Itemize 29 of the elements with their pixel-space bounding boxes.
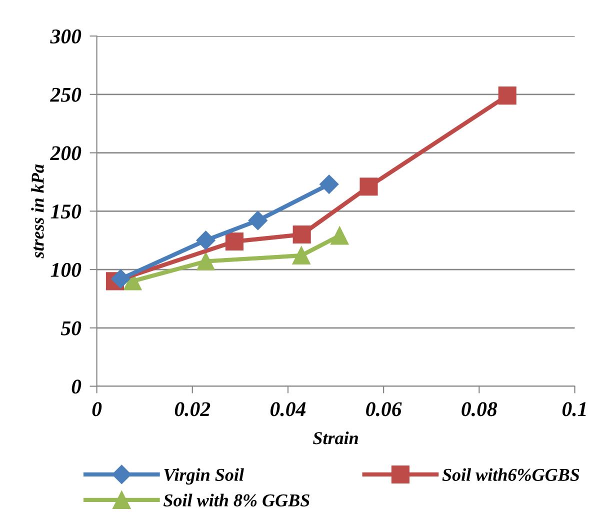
- point: [360, 178, 378, 196]
- legend-label: Virgin Soil: [164, 468, 244, 485]
- point: [320, 174, 339, 194]
- y-tick-label: 50: [60, 321, 82, 336]
- x-axis-title: Strain: [313, 432, 358, 444]
- point: [498, 86, 516, 105]
- x-tick-label: 0.02: [174, 402, 210, 416]
- y-tick-label: 200: [50, 146, 82, 160]
- x-tick-label: 0.06: [366, 402, 402, 416]
- point: [248, 210, 268, 230]
- y-axis-title: stress in kPa: [31, 164, 44, 258]
- point: [225, 232, 244, 251]
- y-tick-label: 250: [50, 88, 82, 102]
- y-tick-label: 300: [50, 29, 82, 44]
- y-tick-label: 150: [50, 204, 82, 219]
- x-tick-label: 0.04: [270, 402, 306, 416]
- point: [292, 246, 310, 265]
- x-tick-label: 0: [92, 402, 102, 416]
- point: [292, 225, 311, 244]
- legend-label: Soil with 8% GGBS: [164, 494, 310, 507]
- point: [330, 226, 349, 245]
- point: [111, 269, 130, 288]
- x-tick-label: 0.1: [562, 402, 586, 416]
- y-tick-label: 0: [72, 380, 82, 394]
- legend-label: Soil with6%GGBS: [442, 468, 580, 482]
- y-tick-label: 100: [50, 262, 82, 277]
- point: [196, 252, 215, 270]
- x-tick-label: 0.08: [462, 402, 498, 416]
- point: [196, 230, 216, 250]
